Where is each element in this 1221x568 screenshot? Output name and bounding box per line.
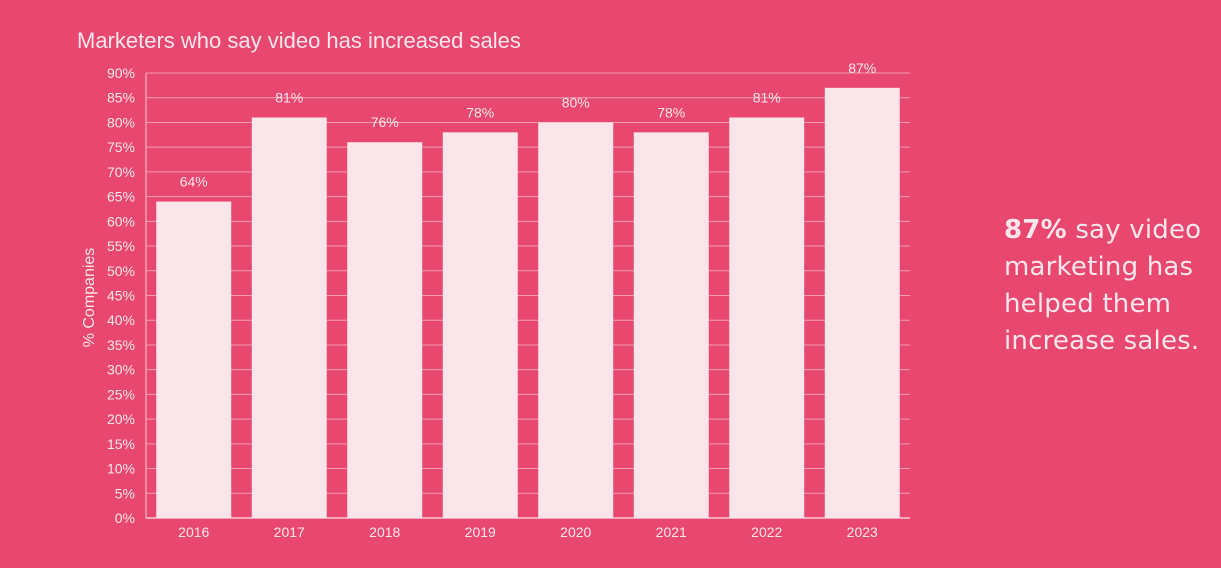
- data-label: 81%: [275, 90, 303, 106]
- bar-2016: [156, 201, 232, 519]
- callout-body: say video marketing has helped them incr…: [1004, 215, 1202, 356]
- x-tick-label: 2016: [178, 524, 209, 540]
- y-tick-label: 40%: [107, 312, 135, 328]
- bar-2021: [633, 132, 709, 519]
- bar-2020: [538, 122, 614, 518]
- bar-2019: [442, 132, 518, 519]
- y-tick-label: 65%: [107, 189, 135, 205]
- y-tick-label: 55%: [107, 238, 135, 254]
- data-label: 64%: [180, 174, 208, 190]
- y-tick-label: 85%: [107, 90, 135, 106]
- y-axis-label: % Companies: [81, 248, 98, 348]
- y-tick-label: 45%: [107, 288, 135, 304]
- x-tick-label: 2017: [274, 524, 305, 540]
- x-tick-label: 2023: [847, 524, 878, 540]
- y-tick-label: 15%: [107, 436, 135, 452]
- y-tick-label: 80%: [107, 114, 135, 130]
- data-label: 76%: [371, 114, 399, 130]
- y-tick-label: 35%: [107, 337, 135, 353]
- y-tick-label: 25%: [107, 386, 135, 402]
- y-tick-label: 5%: [115, 485, 135, 501]
- y-tick-label: 60%: [107, 213, 135, 229]
- data-label: 87%: [848, 60, 876, 76]
- y-tick-label: 70%: [107, 164, 135, 180]
- data-label: 78%: [657, 104, 685, 120]
- data-label: 80%: [562, 94, 590, 110]
- bar-2022: [729, 117, 805, 518]
- y-tick-label: 90%: [107, 65, 135, 81]
- data-label: 81%: [753, 90, 781, 106]
- bar-2017: [251, 117, 327, 518]
- chart-title: Marketers who say video has increased sa…: [77, 28, 521, 53]
- callout-highlight: 87%: [1004, 215, 1067, 245]
- y-tick-label: 50%: [107, 263, 135, 279]
- bar-2023: [824, 87, 900, 518]
- y-tick-label: 30%: [107, 362, 135, 378]
- x-tick-label: 2020: [560, 524, 591, 540]
- y-tick-label: 0%: [115, 510, 135, 526]
- x-tick-label: 2018: [369, 524, 400, 540]
- x-tick-label: 2022: [751, 524, 782, 540]
- x-tick-label: 2021: [656, 524, 687, 540]
- callout-text: 87% say video marketing has helped them …: [1004, 212, 1219, 360]
- y-tick-label: 10%: [107, 461, 135, 477]
- bar-2018: [347, 142, 423, 518]
- y-tick-label: 75%: [107, 139, 135, 155]
- y-tick-label: 20%: [107, 411, 135, 427]
- data-label: 78%: [466, 104, 494, 120]
- x-tick-label: 2019: [465, 524, 496, 540]
